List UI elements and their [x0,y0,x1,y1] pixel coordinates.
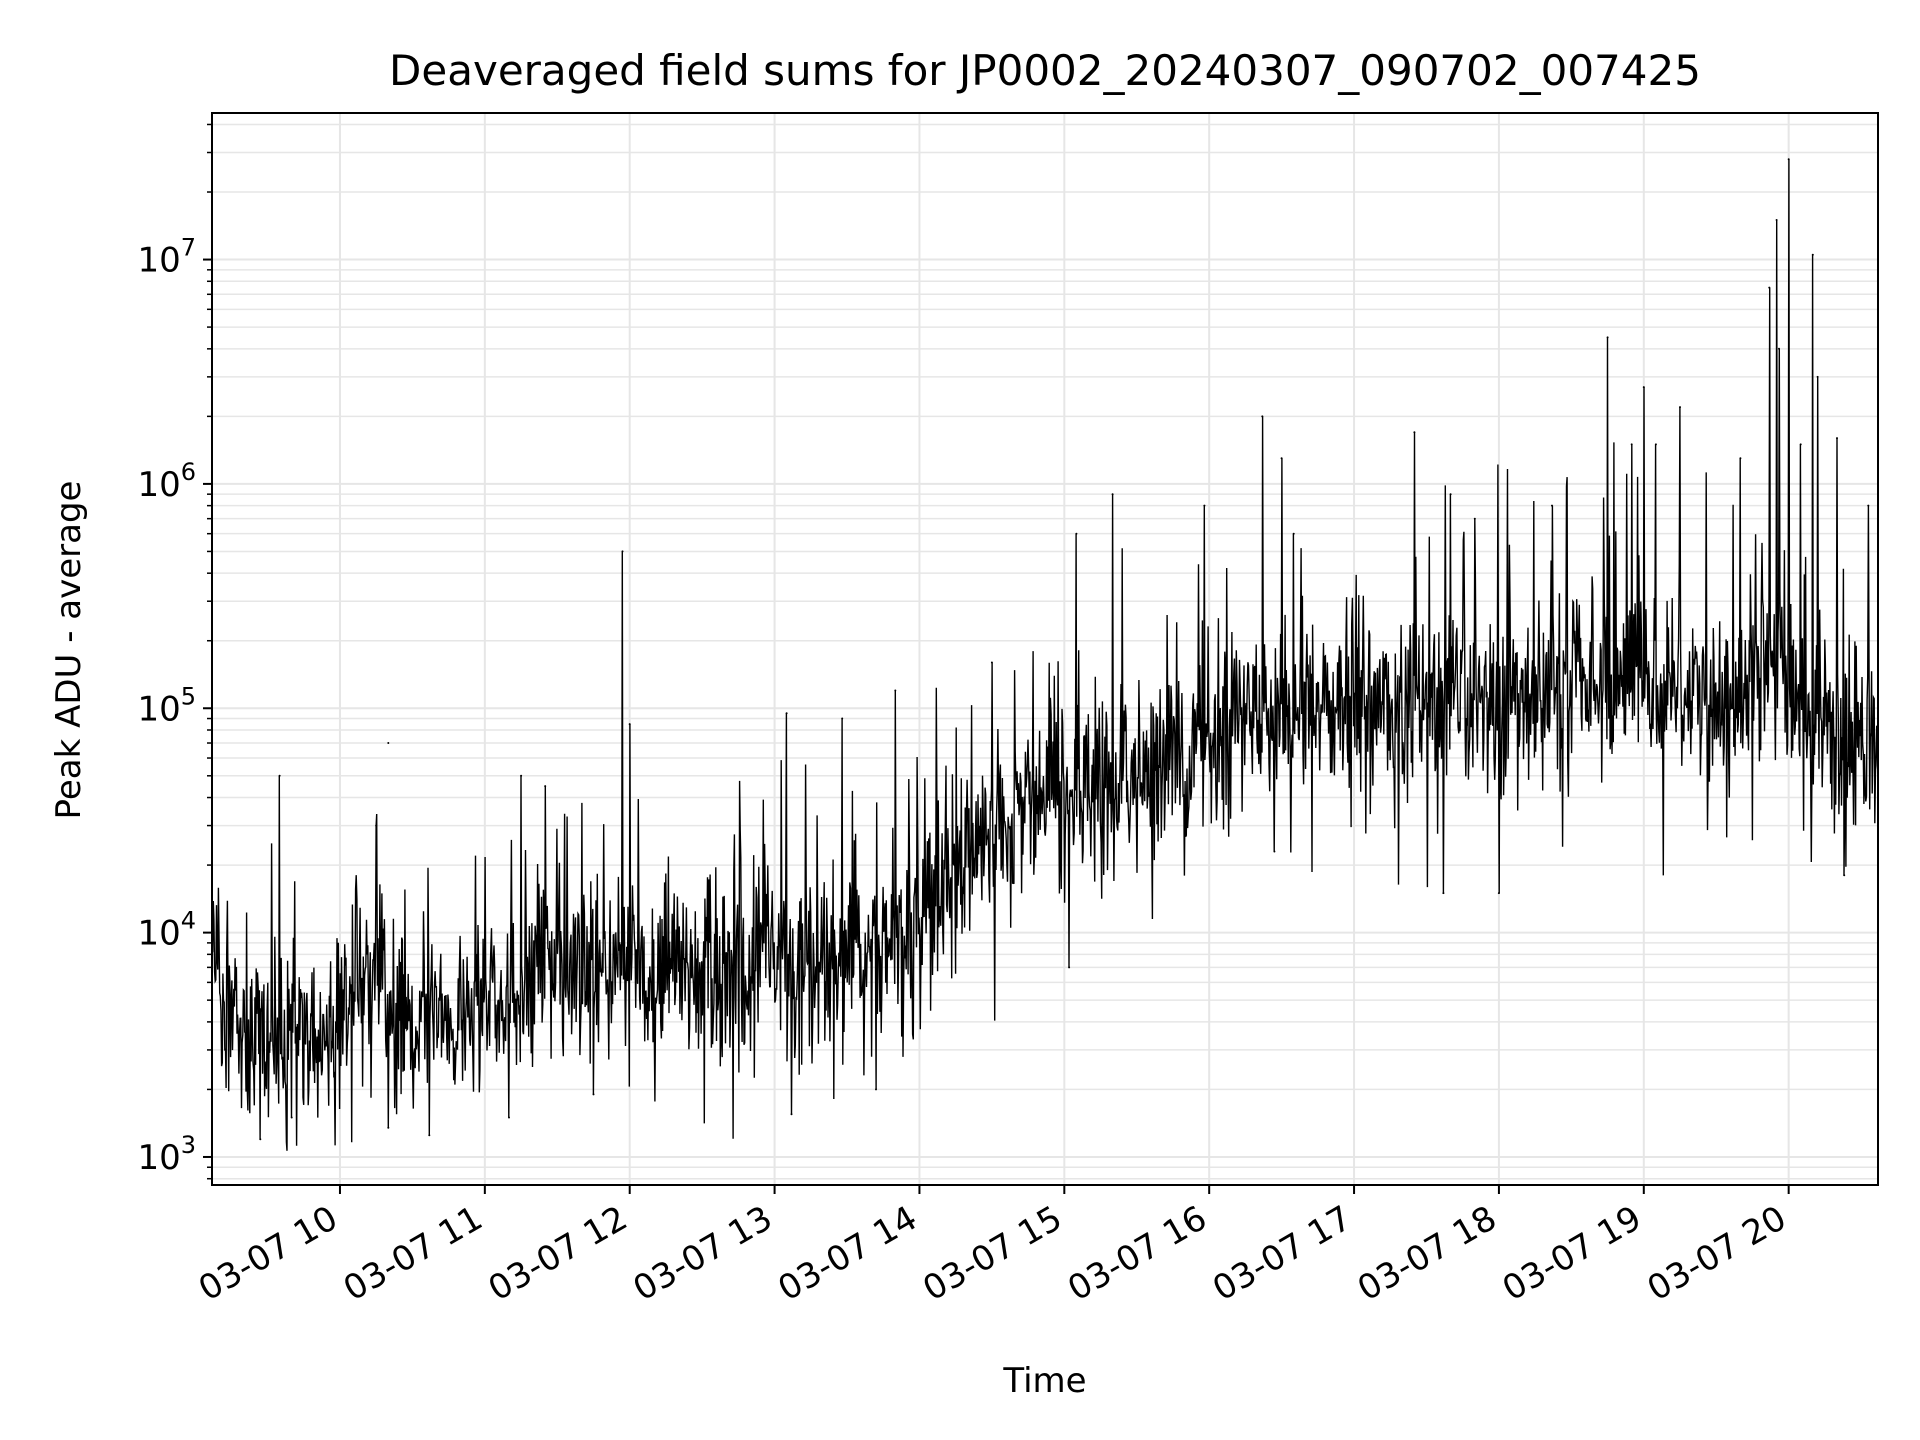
y-tick-label-exponent: 3 [181,1131,196,1159]
data-point-extreme [1799,443,1802,446]
data-point-extreme [290,1116,293,1119]
series-line [211,159,1879,1151]
y-tick-label: 107 [137,234,196,281]
data-point-extreme [1811,253,1814,256]
y-tick-label: 106 [137,458,196,505]
data-point-extreme [1075,532,1078,535]
y-tick-label-base: 10 [137,914,180,954]
data-point-extreme [1867,504,1870,507]
data-point-extreme [1654,443,1657,446]
data-point-extreme [894,689,897,692]
data-point-extreme [1679,406,1681,409]
y-tick-label-base: 10 [137,1138,180,1178]
data-point-extreme [1739,457,1742,460]
y-tick-label: 103 [137,1131,196,1178]
chart-title: Deaveraged field sums for JP0002_2024030… [389,46,1701,95]
data-point-extreme [621,550,624,553]
data-point-extreme [428,1134,431,1137]
y-tick-label: 104 [137,907,196,954]
x-axis-label: Time [1002,1361,1086,1401]
data-point-extreme [875,1088,877,1091]
y-tick-label-exponent: 7 [181,234,196,262]
data-point-extreme [592,1093,595,1096]
grid [212,113,1878,1185]
data-point-extreme [1273,850,1276,853]
data-point-extreme [1816,375,1819,378]
data-point-extreme [1775,219,1778,221]
data-point-extreme [1442,892,1445,895]
data-point-extreme [259,1138,262,1141]
plot-frame [211,112,1879,1186]
data-point-extreme [1280,457,1283,460]
data-point-extreme [1261,415,1264,418]
data-point-extreme [628,723,631,726]
data-point-extreme [1292,532,1295,535]
data-point-extreme [387,1126,390,1129]
data-point-extreme [1449,493,1452,496]
y-axis-label: Peak ADU - average [49,481,89,820]
data-point-extreme [1787,158,1790,161]
data-point-extreme [1778,347,1780,350]
data-point-extreme [1497,892,1500,895]
data-point-extreme [790,1113,793,1116]
data-point-extreme [1111,493,1114,496]
data-point-extreme [990,661,993,664]
data-point-extreme [841,717,844,720]
data-point-extreme [508,1116,510,1119]
y-tick-label-base: 10 [137,465,180,505]
data-point-extreme [1473,517,1476,520]
y-tick-label-exponent: 4 [181,907,196,935]
data-point-extreme [1642,386,1645,389]
data-point-extreme [1068,966,1071,969]
data-point-extreme [387,742,390,744]
data-point-extreme [1551,504,1553,507]
data-point-extreme [1413,431,1416,434]
y-tick-label-exponent: 6 [181,458,196,486]
y-tick-label-base: 10 [137,241,180,281]
data-point-extreme [1606,336,1609,339]
data-point-extreme [278,774,281,777]
data-point-extreme [544,785,547,788]
data-point-extreme [785,712,788,715]
data-point-extreme [1843,874,1846,877]
data-point-extreme [1836,437,1838,440]
data-point-extreme [1768,286,1771,289]
y-tick-label-exponent: 5 [181,682,196,710]
y-tick-label-base: 10 [137,689,180,729]
series-group [211,158,1879,1151]
y-tick-label: 105 [137,682,196,729]
data-point-extreme [520,774,523,777]
data-point-extreme [1630,443,1633,446]
data-point-extreme [375,824,378,827]
data-point-extreme [1203,504,1206,507]
